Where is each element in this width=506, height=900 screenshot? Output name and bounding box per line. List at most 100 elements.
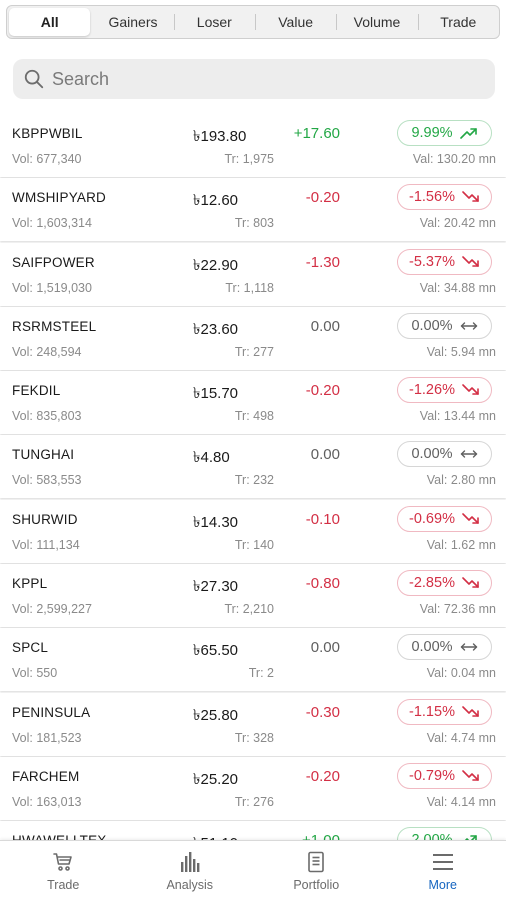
tab-value[interactable]: Value	[254, 6, 336, 38]
percent-change-value: 0.00%	[411, 446, 453, 463]
stock-row[interactable]: TUNGHAI ৳4.80 0.00 0.00% Vol: 583,553 Tr: 232…	[0, 435, 506, 499]
stock-row[interactable]: SPCL ৳65.50 0.00 0.00% Vol: 550 Tr: 2 Val: 0.0…	[0, 628, 506, 692]
volume-text: Vol: 181,523	[12, 730, 82, 745]
nav-analysis-label: Analysis	[166, 878, 214, 892]
volume-text: Vol: 677,340	[12, 152, 82, 166]
value-text: Val: 34.88 mn	[419, 280, 496, 295]
document-icon	[308, 851, 325, 873]
stock-price: ৳23.60	[193, 320, 239, 338]
stock-symbol: KBPPWBIL	[12, 126, 83, 141]
stock-row[interactable]: FEKDIL ৳15.70 -0.20 -1.26% Vol: 835,803 Tr: 4…	[0, 371, 506, 435]
trend-down-icon	[462, 384, 479, 395]
nav-portfolio-label: Portfolio	[293, 878, 340, 892]
value-text: Val: 4.74 mn	[426, 730, 496, 745]
nav-trade-label: Trade	[47, 878, 80, 892]
percent-change-badge[interactable]: 2.00%	[397, 827, 492, 840]
trades-text: Tr: 232	[234, 473, 274, 488]
stock-price: ৳27.30	[193, 578, 239, 596]
stock-row[interactable]: SAIFPOWER ৳22.90 -1.30 -5.37% Vol: 1,519,030…	[0, 242, 506, 306]
percent-change-badge[interactable]: 0.00%	[397, 634, 492, 661]
volume-text: Vol: 1,519,030	[12, 280, 92, 295]
percent-change-value: 0.00%	[411, 317, 453, 334]
price-change: -0.20	[305, 382, 340, 400]
trend-down-icon	[462, 705, 479, 717]
percent-change-badge[interactable]: 9.99%	[397, 120, 492, 146]
stock-row[interactable]: RSRMSTEEL ৳23.60 0.00 0.00% Vol: 248,594 Tr: …	[0, 306, 506, 370]
search-icon	[24, 69, 44, 89]
value-text: Val: 130.20 mn	[412, 152, 496, 166]
stock-symbol: FEKDIL	[12, 383, 61, 399]
stock-row[interactable]: HWAWELLTEX ৳51.10 +1.00 2.00%	[0, 821, 506, 840]
percent-change-badge[interactable]: 0.00%	[397, 441, 492, 468]
trend-down-icon	[462, 191, 479, 203]
stock-symbol: RSRMSTEEL	[12, 318, 97, 334]
percent-change-value: -5.37%	[409, 253, 455, 270]
volume-text: Vol: 550	[12, 666, 58, 681]
percent-change-badge[interactable]: -1.15%	[397, 698, 492, 725]
search-bar[interactable]	[13, 59, 495, 99]
stock-price: ৳22.90	[193, 256, 239, 274]
stock-price: ৳193.80	[193, 128, 247, 145]
filter-tabs: All Gainers Loser Value Volume Trade	[6, 5, 500, 39]
price-change: -0.80	[305, 575, 340, 593]
stock-symbol: WMSHIPYARD	[12, 190, 107, 206]
percent-change-value: -0.69%	[409, 510, 455, 527]
percent-change-value: 9.99%	[411, 125, 453, 141]
stock-row[interactable]: FARCHEM ৳25.20 -0.20 -0.79% Vol: 163,013 Tr: …	[0, 756, 506, 820]
trades-text: Tr: 277	[234, 344, 274, 359]
trades-text: Tr: 498	[234, 409, 274, 424]
stock-price: ৳25.80	[193, 706, 239, 724]
nav-analysis[interactable]: Analysis	[127, 841, 254, 900]
percent-change-badge[interactable]: -1.26%	[397, 377, 492, 404]
price-change: -0.10	[305, 510, 340, 528]
percent-change-badge[interactable]: 0.00%	[397, 312, 492, 339]
tab-loser[interactable]: Loser	[173, 6, 255, 38]
stock-price: ৳4.80	[193, 449, 230, 467]
tab-volume[interactable]: Volume	[336, 6, 417, 38]
price-change: 0.00	[310, 317, 340, 335]
price-change: -1.30	[305, 253, 340, 271]
tab-all[interactable]: All	[9, 8, 91, 36]
stock-row[interactable]: WMSHIPYARD ৳12.60 -0.20 -1.56% Vol: 1,603,31…	[0, 178, 506, 242]
trend-down-icon	[462, 255, 479, 267]
stock-row[interactable]: PENINSULA ৳25.80 -0.30 -1.15% Vol: 181,523 Tr…	[0, 692, 506, 756]
trades-text: Tr: 803	[234, 216, 274, 231]
stock-symbol: SHURWID	[12, 511, 78, 527]
price-change: -0.20	[305, 767, 340, 785]
trend-down-icon	[462, 512, 479, 524]
percent-change-value: 2.00%	[411, 832, 452, 840]
nav-portfolio[interactable]: Portfolio	[253, 841, 380, 900]
stock-row[interactable]: KPPL ৳27.30 -0.80 -2.85% Vol: 2,599,227 Tr: 2…	[0, 564, 506, 628]
nav-trade[interactable]: Trade	[0, 841, 127, 900]
nav-more[interactable]: More	[380, 841, 506, 900]
percent-change-badge[interactable]: -1.56%	[397, 184, 492, 211]
trend-up-icon	[464, 835, 477, 840]
stock-price: ৳15.70	[193, 385, 239, 403]
trend-up-icon	[459, 128, 477, 139]
stock-price: ৳65.50	[193, 642, 239, 660]
price-change: 0.00	[310, 639, 340, 657]
stock-symbol: PENINSULA	[12, 704, 91, 720]
volume-text: Vol: 835,803	[12, 409, 82, 424]
volume-text: Vol: 1,603,314	[12, 216, 92, 231]
trades-text: Tr: 2,210	[224, 602, 274, 617]
price-change: 0.00	[310, 446, 340, 464]
stock-row[interactable]: SHURWID ৳14.30 -0.10 -0.69% Vol: 111,134 Tr: …	[0, 499, 506, 563]
tab-gainers[interactable]: Gainers	[108, 14, 158, 30]
neutral-arrow-icon	[460, 643, 477, 652]
menu-icon	[432, 854, 453, 870]
stock-row[interactable]: KBPPWBIL ৳193.80 +17.60 9.99% Vol: 677,340 Tr…	[0, 114, 506, 177]
cart-icon	[53, 853, 73, 871]
percent-change-value: -1.15%	[409, 703, 455, 720]
percent-change-badge[interactable]: -2.85%	[397, 570, 492, 597]
trades-text: Tr: 276	[234, 794, 274, 809]
percent-change-value: -0.79%	[409, 767, 455, 784]
value-text: Val: 0.04 mn	[426, 666, 496, 681]
search-input[interactable]	[50, 67, 474, 91]
percent-change-badge[interactable]: -0.79%	[397, 762, 492, 789]
tab-trade[interactable]: Trade	[417, 6, 499, 38]
volume-text: Vol: 583,553	[12, 473, 82, 488]
trades-text: Tr: 1,118	[225, 280, 274, 295]
percent-change-badge[interactable]: -5.37%	[397, 248, 492, 275]
percent-change-badge[interactable]: -0.69%	[397, 505, 492, 532]
